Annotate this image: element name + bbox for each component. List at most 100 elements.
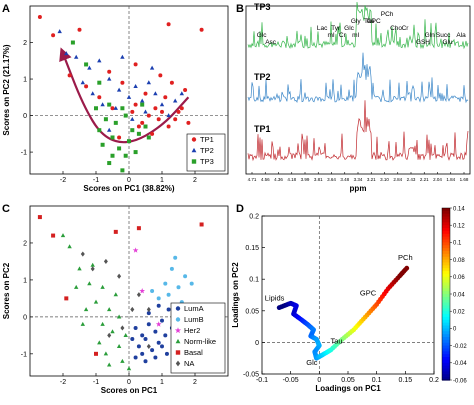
peak-label: GPC [367, 18, 381, 25]
legend-label-norm-like: Norm-like [184, 337, 216, 346]
data-point-lumb [173, 255, 178, 260]
y-tick-label: -1 [21, 351, 27, 358]
peak-label: Succ [436, 32, 451, 39]
x-tick-label: -0.1 [256, 377, 268, 384]
data-point-tp1 [37, 14, 42, 19]
x-tick-label: -2 [60, 379, 66, 386]
data-point-tp3 [117, 146, 122, 151]
panel-label-b: B [236, 3, 244, 15]
data-point-lumb [163, 281, 168, 286]
colorbar-segment [442, 377, 450, 381]
data-point-basal [64, 296, 69, 301]
peak-label: Gly [351, 18, 362, 25]
data-point-tp1 [173, 117, 178, 122]
data-point-tp3 [97, 80, 102, 85]
data-point-tp1 [84, 84, 89, 89]
data-point-na [130, 306, 135, 313]
x-tick-label: 0.1 [372, 377, 382, 384]
x-tick-label: 4.18 [287, 177, 296, 182]
data-point-luma [150, 348, 155, 353]
data-point-luma [160, 344, 164, 349]
data-point-luma [163, 333, 168, 338]
data-point-tp2 [179, 91, 184, 96]
data-point-tp1 [130, 109, 135, 114]
loading-annotation: GPC [360, 289, 377, 298]
data-point-luma [146, 311, 151, 316]
panel-label-a: A [2, 3, 10, 15]
peak-label: Lac [317, 25, 328, 32]
colorbar-segment [442, 359, 450, 364]
data-point-basal [136, 226, 141, 231]
legend-label-lumb: LumB [184, 315, 204, 324]
data-point-tp2 [173, 98, 178, 103]
x-tick-label: 3.48 [340, 177, 349, 182]
data-point-tp3 [130, 128, 135, 133]
x-tick-label: 2.43 [407, 177, 416, 182]
colorbar-segment [442, 251, 450, 255]
colorbar-segment [442, 262, 450, 266]
legend-marker-basal [175, 350, 181, 355]
x-tick-label: 1 [160, 177, 164, 184]
x-tick-label: 2 [193, 379, 197, 386]
colorbar-segment [442, 245, 450, 249]
legend-marker-norm-like [175, 338, 181, 344]
data-point-tp2 [100, 102, 105, 107]
data-point-tp2 [149, 65, 155, 70]
data-point-tp3 [107, 161, 112, 166]
colorbar-segment [442, 279, 450, 284]
data-point-tp1 [77, 27, 82, 32]
data-point-luma [140, 333, 145, 338]
colorbar-tick-label: 0 [453, 327, 457, 333]
spectrum-label-tp1: TP1 [254, 124, 271, 134]
panel-label-c: C [2, 203, 10, 215]
x-tick-label: 3.64 [327, 177, 336, 182]
legend-box [170, 302, 226, 374]
colorbar-segment [442, 222, 450, 226]
data-point-tp3 [100, 142, 105, 147]
legend-marker-tp2 [191, 147, 197, 153]
y-tick-label: 0 [23, 314, 27, 321]
data-point-tp2 [116, 87, 122, 92]
panel-a-score-plot: -2 -1 0 1 2 -1 0 1 2 Scores on PC1 (38.82%) Scor… [2, 5, 229, 193]
colorbar-segment [442, 368, 450, 372]
legend-label-tp3: TP3 [200, 157, 214, 166]
loading-annotation: Lipids [265, 294, 285, 303]
colorbar-segment [442, 328, 450, 332]
y-tick-label: -1 [21, 150, 27, 157]
x-tick-label: 0 [317, 377, 321, 384]
data-point-lumb [166, 292, 171, 297]
data-point-norm-like [116, 344, 122, 349]
data-point-tp3 [143, 124, 148, 129]
data-point-norm-like [97, 340, 102, 345]
data-point-na [136, 292, 141, 298]
colorbar-segment [442, 334, 450, 338]
colorbar-segment [442, 216, 450, 221]
data-point-tp3 [123, 153, 128, 158]
colorbar-segment [442, 294, 450, 298]
x-tick-label: 4.36 [274, 177, 283, 182]
x-tick-label: 1 [160, 379, 164, 386]
data-point-norm-like [93, 299, 99, 304]
data-point-norm-like [103, 351, 109, 356]
data-point-luma [166, 307, 171, 312]
data-point-tp2 [133, 83, 138, 88]
panel-d-loading-plot: -0.1 -0.05 0 0.05 0.1 0.15 0.2-0.0500.050.10.1… [231, 206, 467, 393]
colorbar-segment [442, 210, 450, 215]
data-point-tp1 [51, 33, 56, 38]
colorbar-tick-label: -0.06 [453, 378, 467, 384]
peak-label: Tau [364, 18, 375, 25]
panel-a-x-axis-label: Scores on PC1 (38.82%) [83, 184, 174, 193]
data-point-luma [143, 359, 148, 364]
data-point-tp2 [140, 98, 145, 103]
colorbar-segment [442, 308, 450, 312]
panel-a-legend: TP1 TP2 TP3 [186, 133, 226, 172]
x-tick-label: 4.71 [248, 177, 257, 182]
data-point-luma [133, 325, 138, 330]
colorbar-segment [442, 268, 450, 272]
loading-annotation: Glc [306, 358, 318, 367]
colorbar-segment [442, 311, 450, 315]
data-point-tp2 [64, 51, 69, 56]
data-point-na [146, 306, 151, 313]
y-tick-label: 0.1 [249, 277, 259, 284]
peak-label: Asc [265, 39, 277, 46]
